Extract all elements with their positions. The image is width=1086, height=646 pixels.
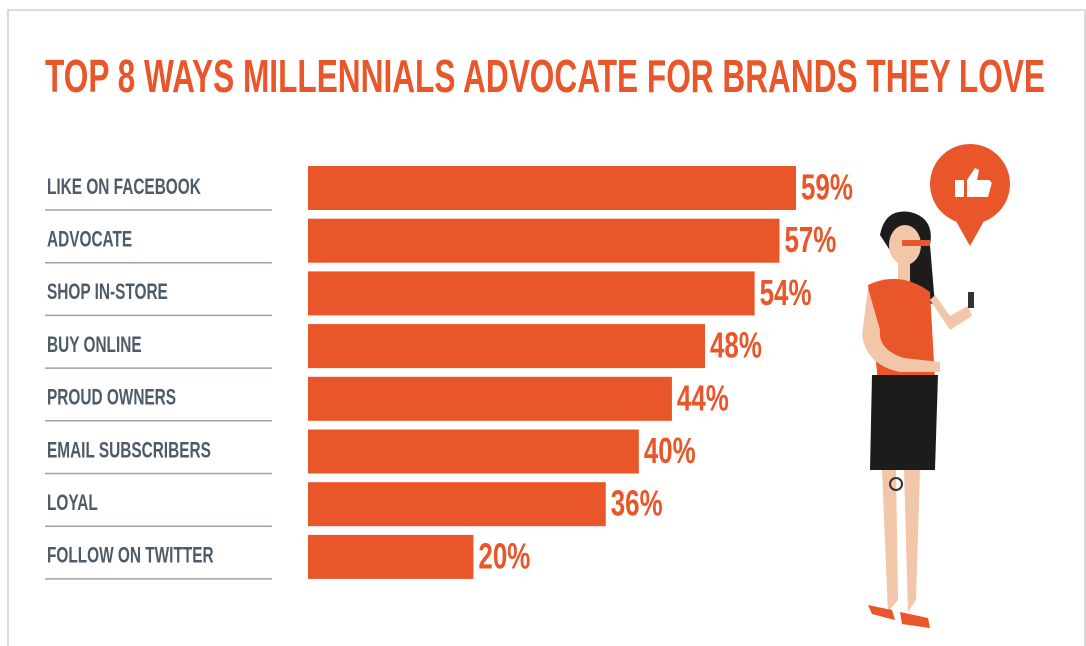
chart-title: TOP 8 WAYS MILLENNIALS ADVOCATE FOR BRAN… (45, 50, 1045, 102)
bar (308, 376, 672, 421)
bar (308, 482, 606, 527)
value-label: 48% (710, 325, 762, 365)
bar (308, 324, 706, 369)
category-label: FOLLOW ON TWITTER (47, 544, 214, 568)
plot-area: LIKE ON FACEBOOK 59% ADVOCATE 57% SHOP IN-ST… (45, 166, 853, 580)
category-label: ADVOCATE (47, 228, 132, 252)
value-label: 54% (760, 273, 812, 313)
bar (308, 429, 639, 474)
category-label: SHOP IN-STORE (47, 281, 168, 305)
bar (308, 271, 755, 316)
value-label: 57% (784, 220, 836, 260)
category-label: LOYAL (47, 491, 98, 515)
value-label: 20% (478, 536, 530, 576)
category-label: LIKE ON FACEBOOK (47, 175, 201, 199)
like-bubble (930, 144, 1010, 246)
bar (308, 534, 474, 579)
value-label: 59% (801, 167, 853, 207)
category-label: BUY ONLINE (47, 333, 142, 357)
bar (308, 218, 780, 263)
bar (308, 166, 796, 210)
value-label: 36% (611, 484, 663, 524)
value-label: 44% (677, 378, 729, 418)
category-label: EMAIL SUBSCRIBERS (47, 439, 211, 463)
value-label: 40% (644, 431, 696, 471)
category-label: PROUD OWNERS (47, 386, 176, 410)
woman-illustration (862, 211, 974, 628)
